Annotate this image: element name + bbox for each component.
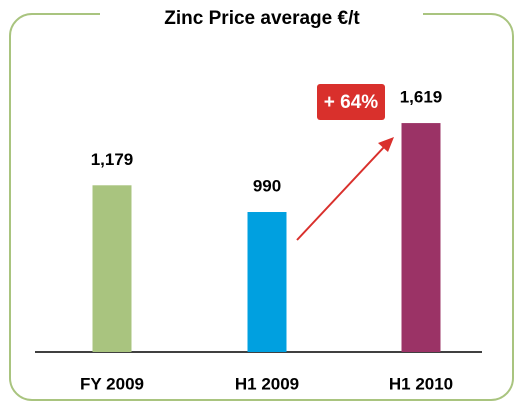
annotation: + 64% <box>324 92 379 113</box>
x-tick-label: H1 2009 <box>235 374 299 393</box>
value-label: 1,179 <box>91 150 134 169</box>
value-label: 1,619 <box>400 88 443 107</box>
bar <box>92 185 132 352</box>
bar <box>247 212 287 352</box>
x-tick-label: FY 2009 <box>80 374 144 393</box>
title-backdrop <box>100 4 423 26</box>
bar <box>401 123 441 353</box>
arrow <box>296 145 386 241</box>
chart-title: Zinc Price average €/t <box>164 8 360 29</box>
x-tick-label: H1 2010 <box>389 374 453 393</box>
value-label: 990 <box>253 176 281 195</box>
arrow-head <box>378 137 394 152</box>
annotation-badge <box>317 84 385 120</box>
